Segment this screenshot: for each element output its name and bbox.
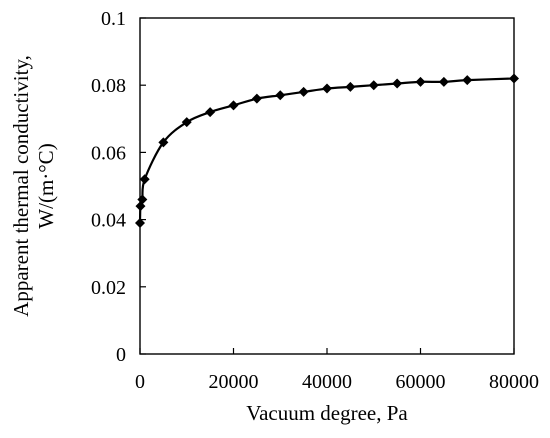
data-point-marker xyxy=(345,81,356,92)
data-point-marker xyxy=(158,137,169,148)
plot-frame xyxy=(139,17,515,355)
data-point-marker xyxy=(298,86,309,97)
y-tick-label: 0.02 xyxy=(91,277,126,299)
x-tick-label: 20000 xyxy=(209,371,259,393)
x-tick-label: 0 xyxy=(135,371,145,393)
x-tick-label: 40000 xyxy=(302,371,352,393)
y-tick-label: 0.1 xyxy=(101,8,126,30)
y-axis-label-line-1: Apparent thermal conductivity, xyxy=(9,55,33,317)
data-point-marker xyxy=(509,73,519,84)
y-tick-label: 0.08 xyxy=(91,75,126,97)
x-axis: 0 20000 40000 60000 80000 xyxy=(135,348,539,393)
data-point-marker xyxy=(205,107,216,118)
data-point-marker xyxy=(139,174,150,185)
data-point-marker xyxy=(228,100,239,111)
data-point-marker xyxy=(438,76,449,87)
x-tick-label: 60000 xyxy=(396,371,446,393)
data-point-marker xyxy=(181,117,192,128)
data-point-marker xyxy=(251,93,262,104)
data-point-marker xyxy=(368,80,379,91)
y-axis-label-line-2: W/(m·°C) xyxy=(34,143,58,228)
y-tick-label: 0.04 xyxy=(91,210,126,232)
data-point-marker xyxy=(275,90,286,101)
x-tick-label: 80000 xyxy=(489,371,539,393)
x-axis-label: Vacuum degree, Pa xyxy=(246,401,408,425)
data-point-marker xyxy=(462,75,473,86)
y-tick-label: 0 xyxy=(116,344,126,366)
data-point-marker xyxy=(135,217,145,228)
data-point-marker xyxy=(392,78,403,89)
data-point-marker xyxy=(137,194,148,205)
data-point-marker xyxy=(322,83,332,94)
y-axis: 0 0.02 0.04 0.06 0.08 0.1 xyxy=(91,8,146,366)
y-axis-label: Apparent thermal conductivity, W/(m·°C) xyxy=(9,55,58,317)
series-markers xyxy=(135,73,519,228)
series-line xyxy=(138,77,515,223)
y-tick-label: 0.06 xyxy=(91,142,126,164)
data-point-marker xyxy=(415,76,426,87)
